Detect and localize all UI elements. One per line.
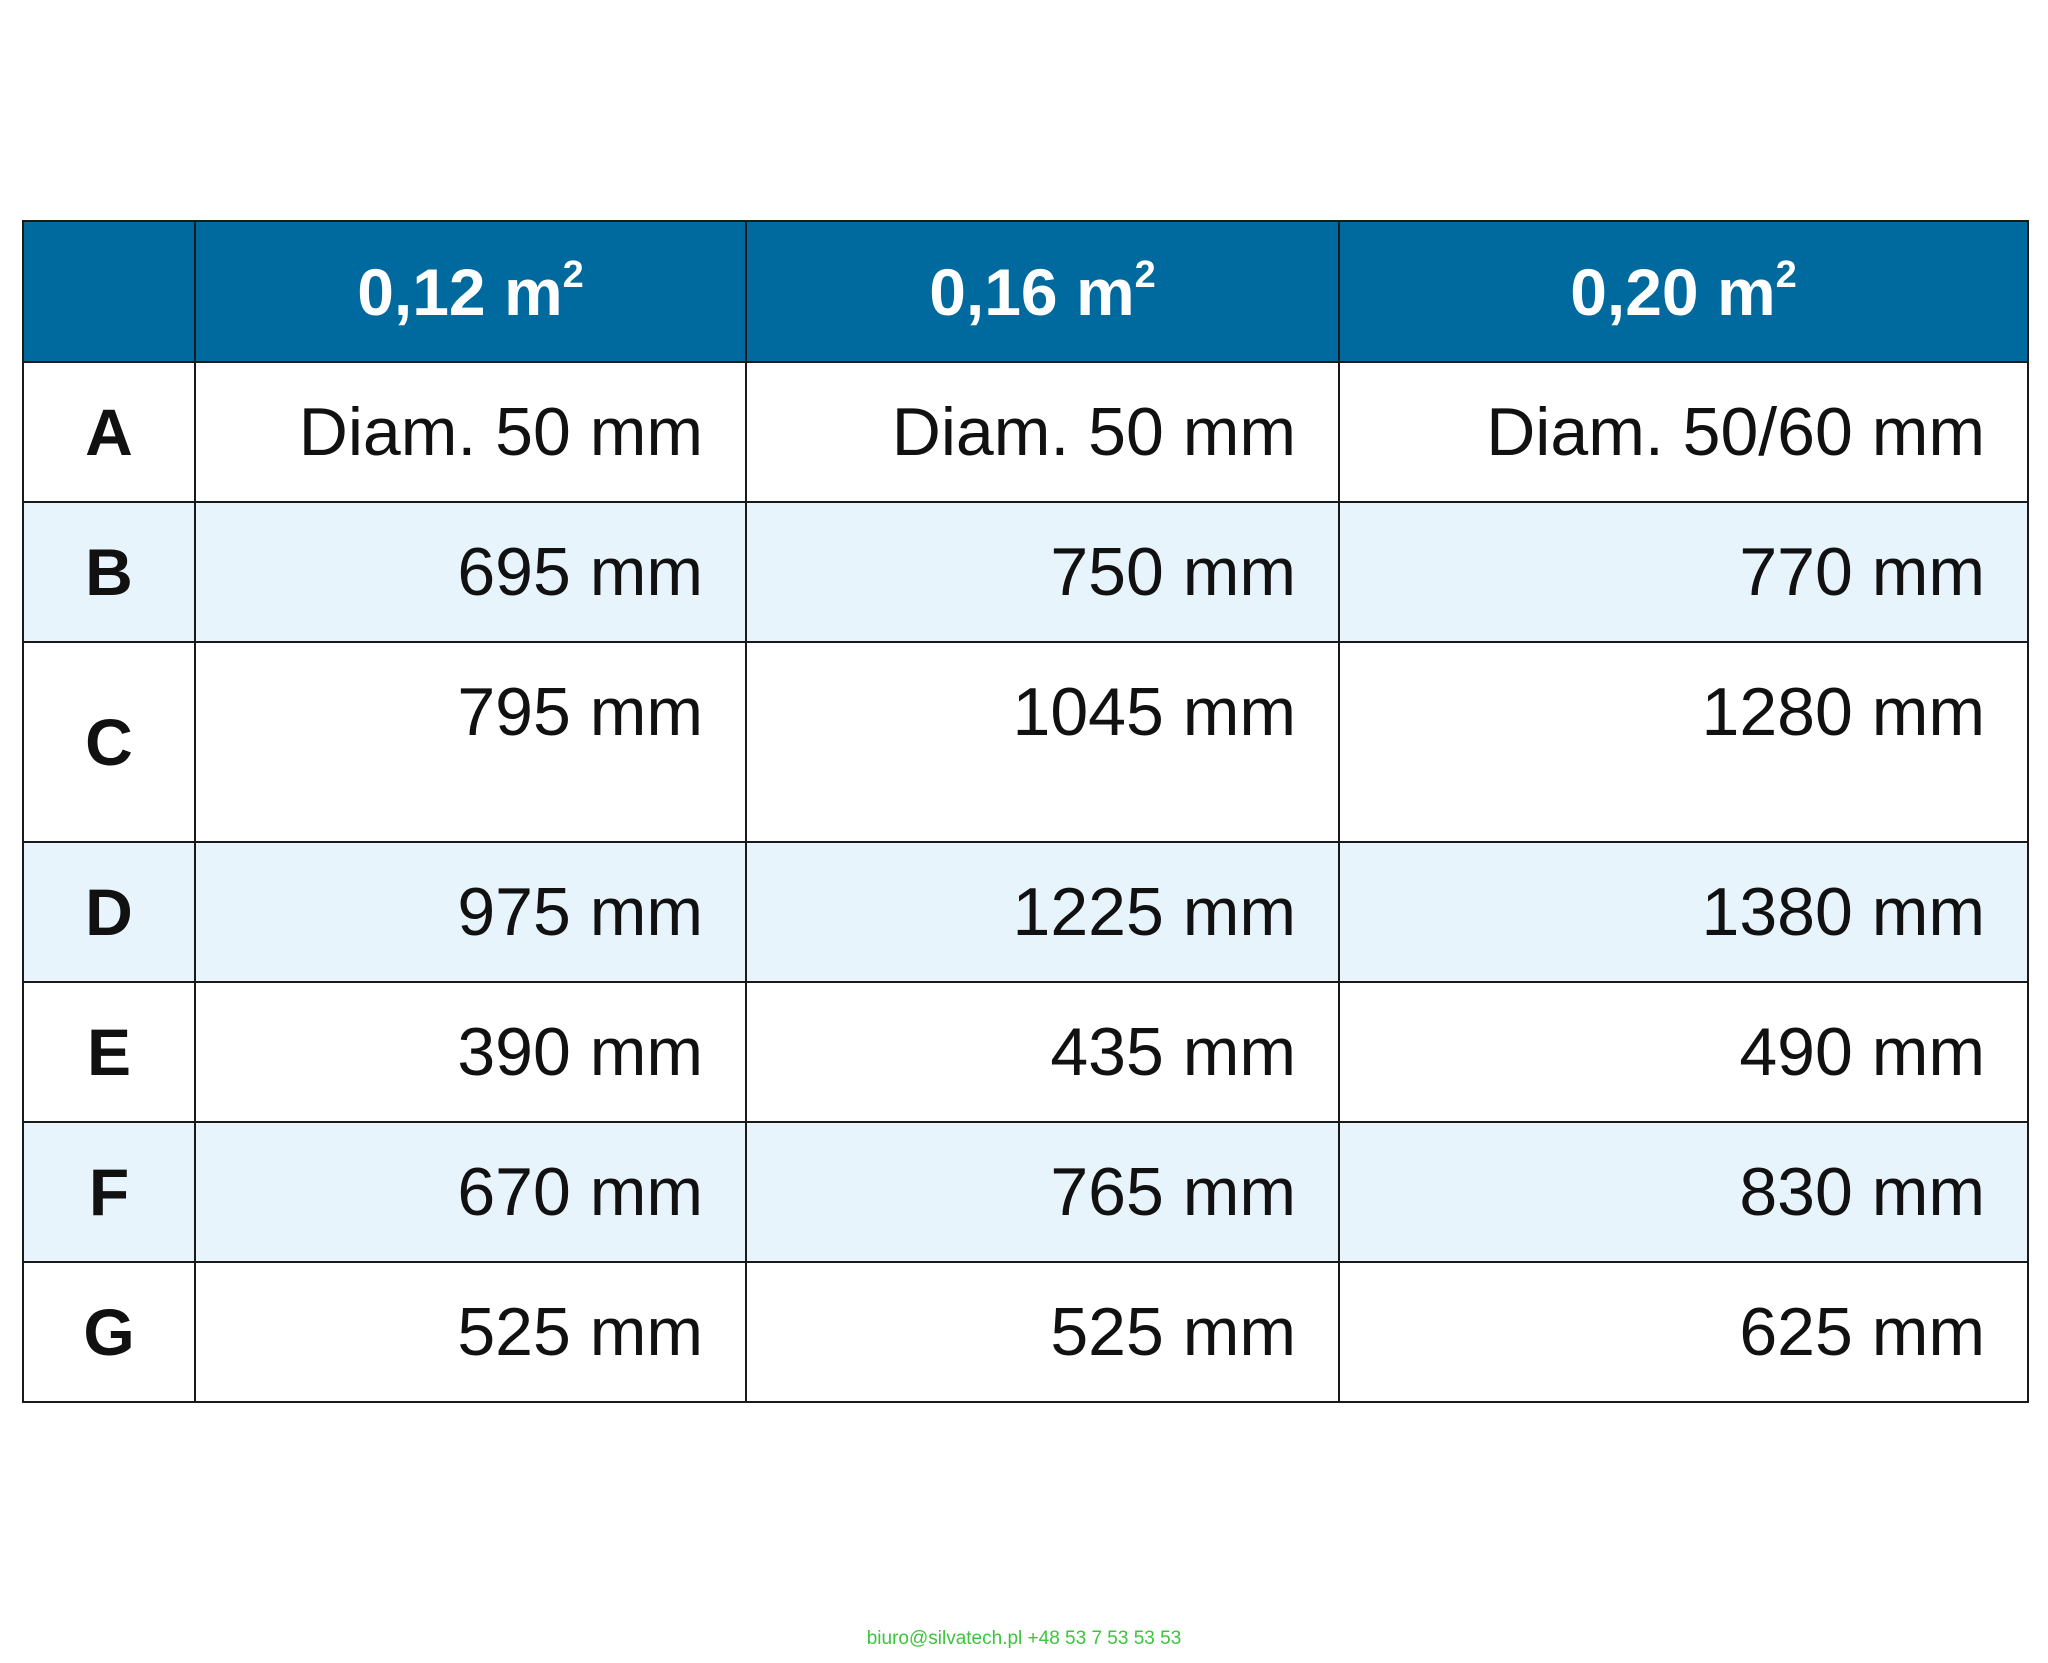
table-cell: 625 mm (1338, 1261, 2029, 1403)
table-cell: Diam. 50 mm (745, 361, 1340, 503)
table-row: E 390 mm 435 mm 490 mm (22, 981, 2029, 1123)
table-cell: 695 mm (194, 501, 747, 643)
table-row: B 695 mm 750 mm 770 mm (22, 501, 2029, 643)
dimensions-table: 0,12 m2 0,16 m2 0,20 m2 A Diam. 50 mm Di… (22, 220, 2029, 1403)
table-row: G 525 mm 525 mm 625 mm (22, 1261, 2029, 1403)
row-label: E (22, 981, 196, 1123)
table-cell: 750 mm (745, 501, 1340, 643)
header-cell: 0,12 m2 (194, 220, 747, 363)
table-cell: 795 mm (194, 641, 747, 843)
table-row: F 670 mm 765 mm 830 mm (22, 1121, 2029, 1263)
table-cell: 390 mm (194, 981, 747, 1123)
row-label: C (22, 641, 196, 843)
table-cell: 525 mm (194, 1261, 747, 1403)
header-corner (22, 220, 196, 363)
table-cell: 1225 mm (745, 841, 1340, 983)
table-row: D 975 mm 1225 mm 1380 mm (22, 841, 2029, 983)
table-cell: Diam. 50 mm (194, 361, 747, 503)
table-cell: Diam. 50/60 mm (1338, 361, 2029, 503)
table-row: C 795 mm 1045 mm 1280 mm (22, 641, 2029, 843)
table-cell: 670 mm (194, 1121, 747, 1263)
table-cell: 525 mm (745, 1261, 1340, 1403)
table-cell: 435 mm (745, 981, 1340, 1123)
row-label: G (22, 1261, 196, 1403)
table-cell: 490 mm (1338, 981, 2029, 1123)
table-cell: 1280 mm (1338, 641, 2029, 843)
table-cell: 1045 mm (745, 641, 1340, 843)
table-cell: 830 mm (1338, 1121, 2029, 1263)
table-cell: 765 mm (745, 1121, 1340, 1263)
header-cell: 0,20 m2 (1338, 220, 2029, 363)
table-cell: 770 mm (1338, 501, 2029, 643)
table-row: A Diam. 50 mm Diam. 50 mm Diam. 50/60 mm (22, 361, 2029, 503)
row-label: F (22, 1121, 196, 1263)
header-cell: 0,16 m2 (745, 220, 1340, 363)
row-label: A (22, 361, 196, 503)
table-cell: 975 mm (194, 841, 747, 983)
footer-contact: biuro@silvatech.pl +48 53 7 53 53 53 (866, 1628, 1182, 1649)
row-label: B (22, 501, 196, 643)
table-cell: 1380 mm (1338, 841, 2029, 983)
row-label: D (22, 841, 196, 983)
header-row: 0,12 m2 0,16 m2 0,20 m2 (22, 220, 2029, 363)
